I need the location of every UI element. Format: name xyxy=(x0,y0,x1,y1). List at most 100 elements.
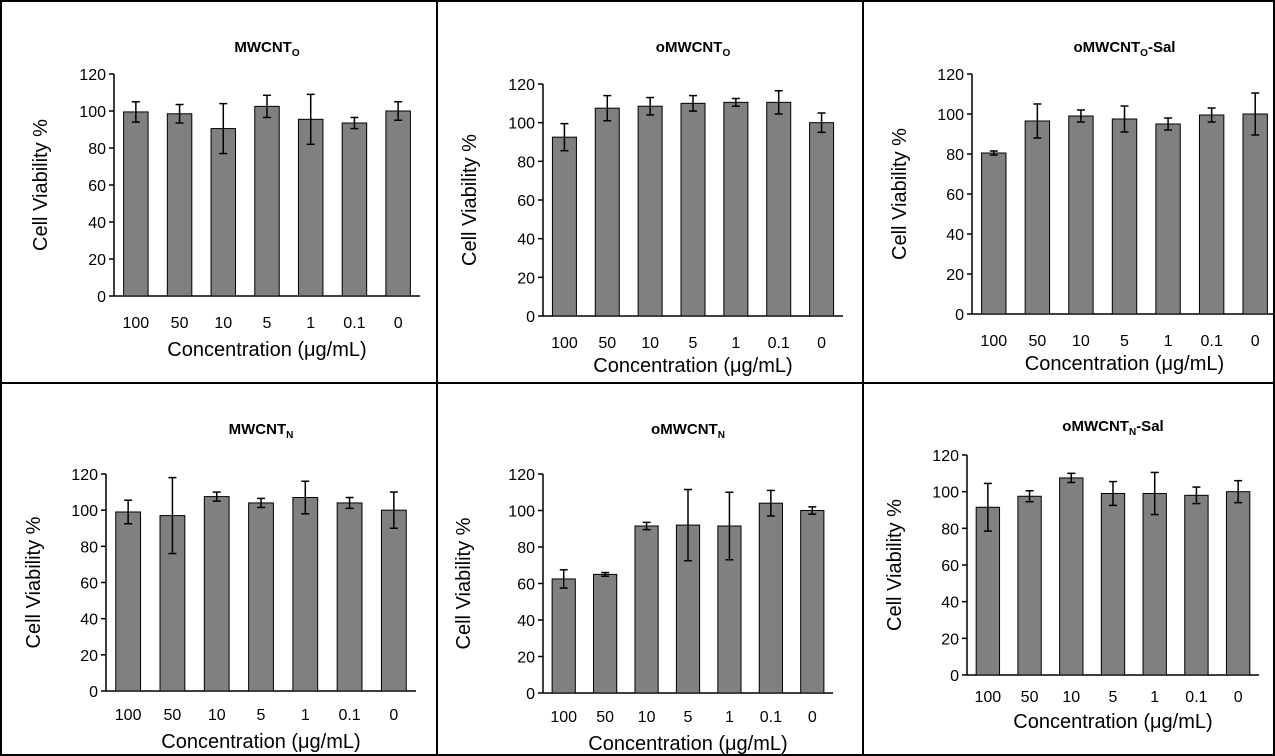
y-axis-label: Cell Viability % xyxy=(884,499,906,631)
bar xyxy=(1017,495,1042,676)
x-tick-label: 0 xyxy=(808,709,817,726)
chart-title-suffix: -Sal xyxy=(1136,418,1164,435)
bar xyxy=(1100,493,1126,676)
x-tick-label: 50 xyxy=(598,335,616,352)
x-tick-label: 50 xyxy=(164,707,182,724)
chart-title-subscript: N xyxy=(1129,427,1136,438)
chart-title-subscript: O xyxy=(292,48,300,59)
y-tick-label: 80 xyxy=(517,154,535,171)
bar xyxy=(297,118,324,297)
x-tick-label: 1 xyxy=(301,707,310,724)
y-tick-label: 120 xyxy=(937,67,964,84)
bar xyxy=(254,105,280,297)
bar xyxy=(800,510,825,694)
bar xyxy=(593,573,618,694)
bar xyxy=(1242,113,1268,315)
x-axis-label: Concentration (μg/mL) xyxy=(588,733,787,754)
y-tick-label: 20 xyxy=(946,267,964,284)
chart-title: MWCNTO xyxy=(234,39,299,59)
x-tick-label: 1 xyxy=(306,315,315,332)
y-tick-label: 120 xyxy=(508,467,535,484)
y-tick-label: 40 xyxy=(941,595,959,612)
y-tick-label: 0 xyxy=(526,309,535,326)
bar xyxy=(341,122,368,297)
y-tick-label: 60 xyxy=(946,187,964,204)
x-tick-label: 100 xyxy=(975,689,1002,706)
y-tick-label: 0 xyxy=(89,684,98,701)
bar xyxy=(1111,118,1138,315)
chart-panel-3: oMWCNTO-Sal 0 20 40 60 80 100 120 100 50 10 5 1 0.1 0 C… xyxy=(862,0,1275,384)
x-tick-label: 0 xyxy=(389,707,398,724)
bar xyxy=(723,101,749,317)
y-axis-label: Cell Viability % xyxy=(23,516,45,648)
bar xyxy=(292,497,319,692)
x-tick-label: 50 xyxy=(1028,333,1046,350)
chart-title-main: oMWCNT xyxy=(1074,39,1141,56)
chart-title-subscript: O xyxy=(722,48,730,59)
bar xyxy=(159,515,186,692)
x-tick-label: 10 xyxy=(641,335,659,352)
bar xyxy=(1198,114,1225,315)
chart-title-main: oMWCNT xyxy=(656,39,723,56)
x-tick-label: 5 xyxy=(1109,689,1118,706)
bar xyxy=(115,511,142,692)
x-tick-label: 10 xyxy=(214,315,232,332)
bar xyxy=(1225,491,1251,676)
bar xyxy=(248,502,274,692)
x-tick-label: 0 xyxy=(1251,333,1260,350)
bar xyxy=(637,105,663,317)
bar xyxy=(766,101,792,317)
bar xyxy=(385,110,411,297)
chart-svg: MWCNTN 0 20 40 60 80 100 120 100 50 10 5 1 0.1 0 Concen… xyxy=(23,421,416,753)
y-tick-label: 100 xyxy=(71,503,98,520)
y-tick-label: 60 xyxy=(80,576,98,593)
x-axis-label: Concentration (μg/mL) xyxy=(1013,711,1212,733)
x-tick-label: 0.1 xyxy=(768,335,790,352)
chart-title-subscript: N xyxy=(718,430,725,441)
chart-panel-1: MWCNTO 0 20 40 60 80 100 120 100 50 10 5 1 0.1 0 Concen… xyxy=(0,0,438,384)
y-axis-label: Cell Viability % xyxy=(453,517,475,649)
chart-svg: oMWCNTO 0 20 40 60 80 100 120 100 50 10 5 1 0.1 0 Conce… xyxy=(459,39,843,377)
y-tick-label: 80 xyxy=(941,521,959,538)
x-tick-label: 50 xyxy=(171,315,189,332)
chart-title-subscript: N xyxy=(286,430,293,441)
x-tick-label: 5 xyxy=(257,707,266,724)
bar xyxy=(809,122,835,317)
chart-svg: oMWCNTO-Sal 0 20 40 60 80 100 120 100 50 10 5 1 0.1 0 C… xyxy=(889,39,1273,375)
y-tick-label: 100 xyxy=(79,104,106,121)
y-tick-label: 0 xyxy=(526,686,535,703)
x-axis-label: Concentration (μg/mL) xyxy=(593,355,792,377)
x-tick-label: 5 xyxy=(689,335,698,352)
x-tick-label: 100 xyxy=(115,707,142,724)
bar xyxy=(758,502,783,694)
y-tick-label: 100 xyxy=(508,116,535,133)
chart-svg: oMWCNTN 0 20 40 60 80 100 120 100 50 10 5 1 0.1 0 Conce… xyxy=(453,421,833,754)
y-tick-label: 120 xyxy=(71,467,98,484)
chart-title: oMWCNTO xyxy=(656,39,731,59)
y-tick-label: 60 xyxy=(941,558,959,575)
x-tick-label: 50 xyxy=(1021,689,1039,706)
y-tick-label: 100 xyxy=(932,485,959,502)
x-tick-label: 100 xyxy=(550,709,577,726)
x-tick-label: 1 xyxy=(1164,333,1173,350)
x-tick-label: 0.1 xyxy=(338,707,360,724)
x-axis-label: Concentration (μg/mL) xyxy=(1025,353,1224,375)
y-tick-label: 100 xyxy=(937,107,964,124)
x-tick-label: 10 xyxy=(1072,333,1090,350)
y-tick-label: 120 xyxy=(79,67,106,84)
bar xyxy=(1184,494,1209,676)
bar xyxy=(981,152,1007,315)
chart-panel-6: oMWCNTN-Sal 0 20 40 60 80 100 120 100 50 10 5 1 0.1 0 C… xyxy=(862,382,1275,756)
y-tick-label: 40 xyxy=(88,215,106,232)
y-tick-label: 100 xyxy=(508,504,535,521)
x-tick-label: 0 xyxy=(817,335,826,352)
x-tick-label: 0.1 xyxy=(343,315,365,332)
x-tick-label: 0 xyxy=(1234,689,1243,706)
x-tick-label: 100 xyxy=(980,333,1007,350)
y-tick-label: 120 xyxy=(508,77,535,94)
chart-panel-5: oMWCNTN 0 20 40 60 80 100 120 100 50 10 5 1 0.1 0 Conce… xyxy=(436,382,864,756)
chart-title: MWCNTN xyxy=(229,421,294,441)
y-tick-label: 20 xyxy=(517,650,535,667)
bar xyxy=(594,107,620,317)
x-tick-label: 10 xyxy=(638,709,656,726)
